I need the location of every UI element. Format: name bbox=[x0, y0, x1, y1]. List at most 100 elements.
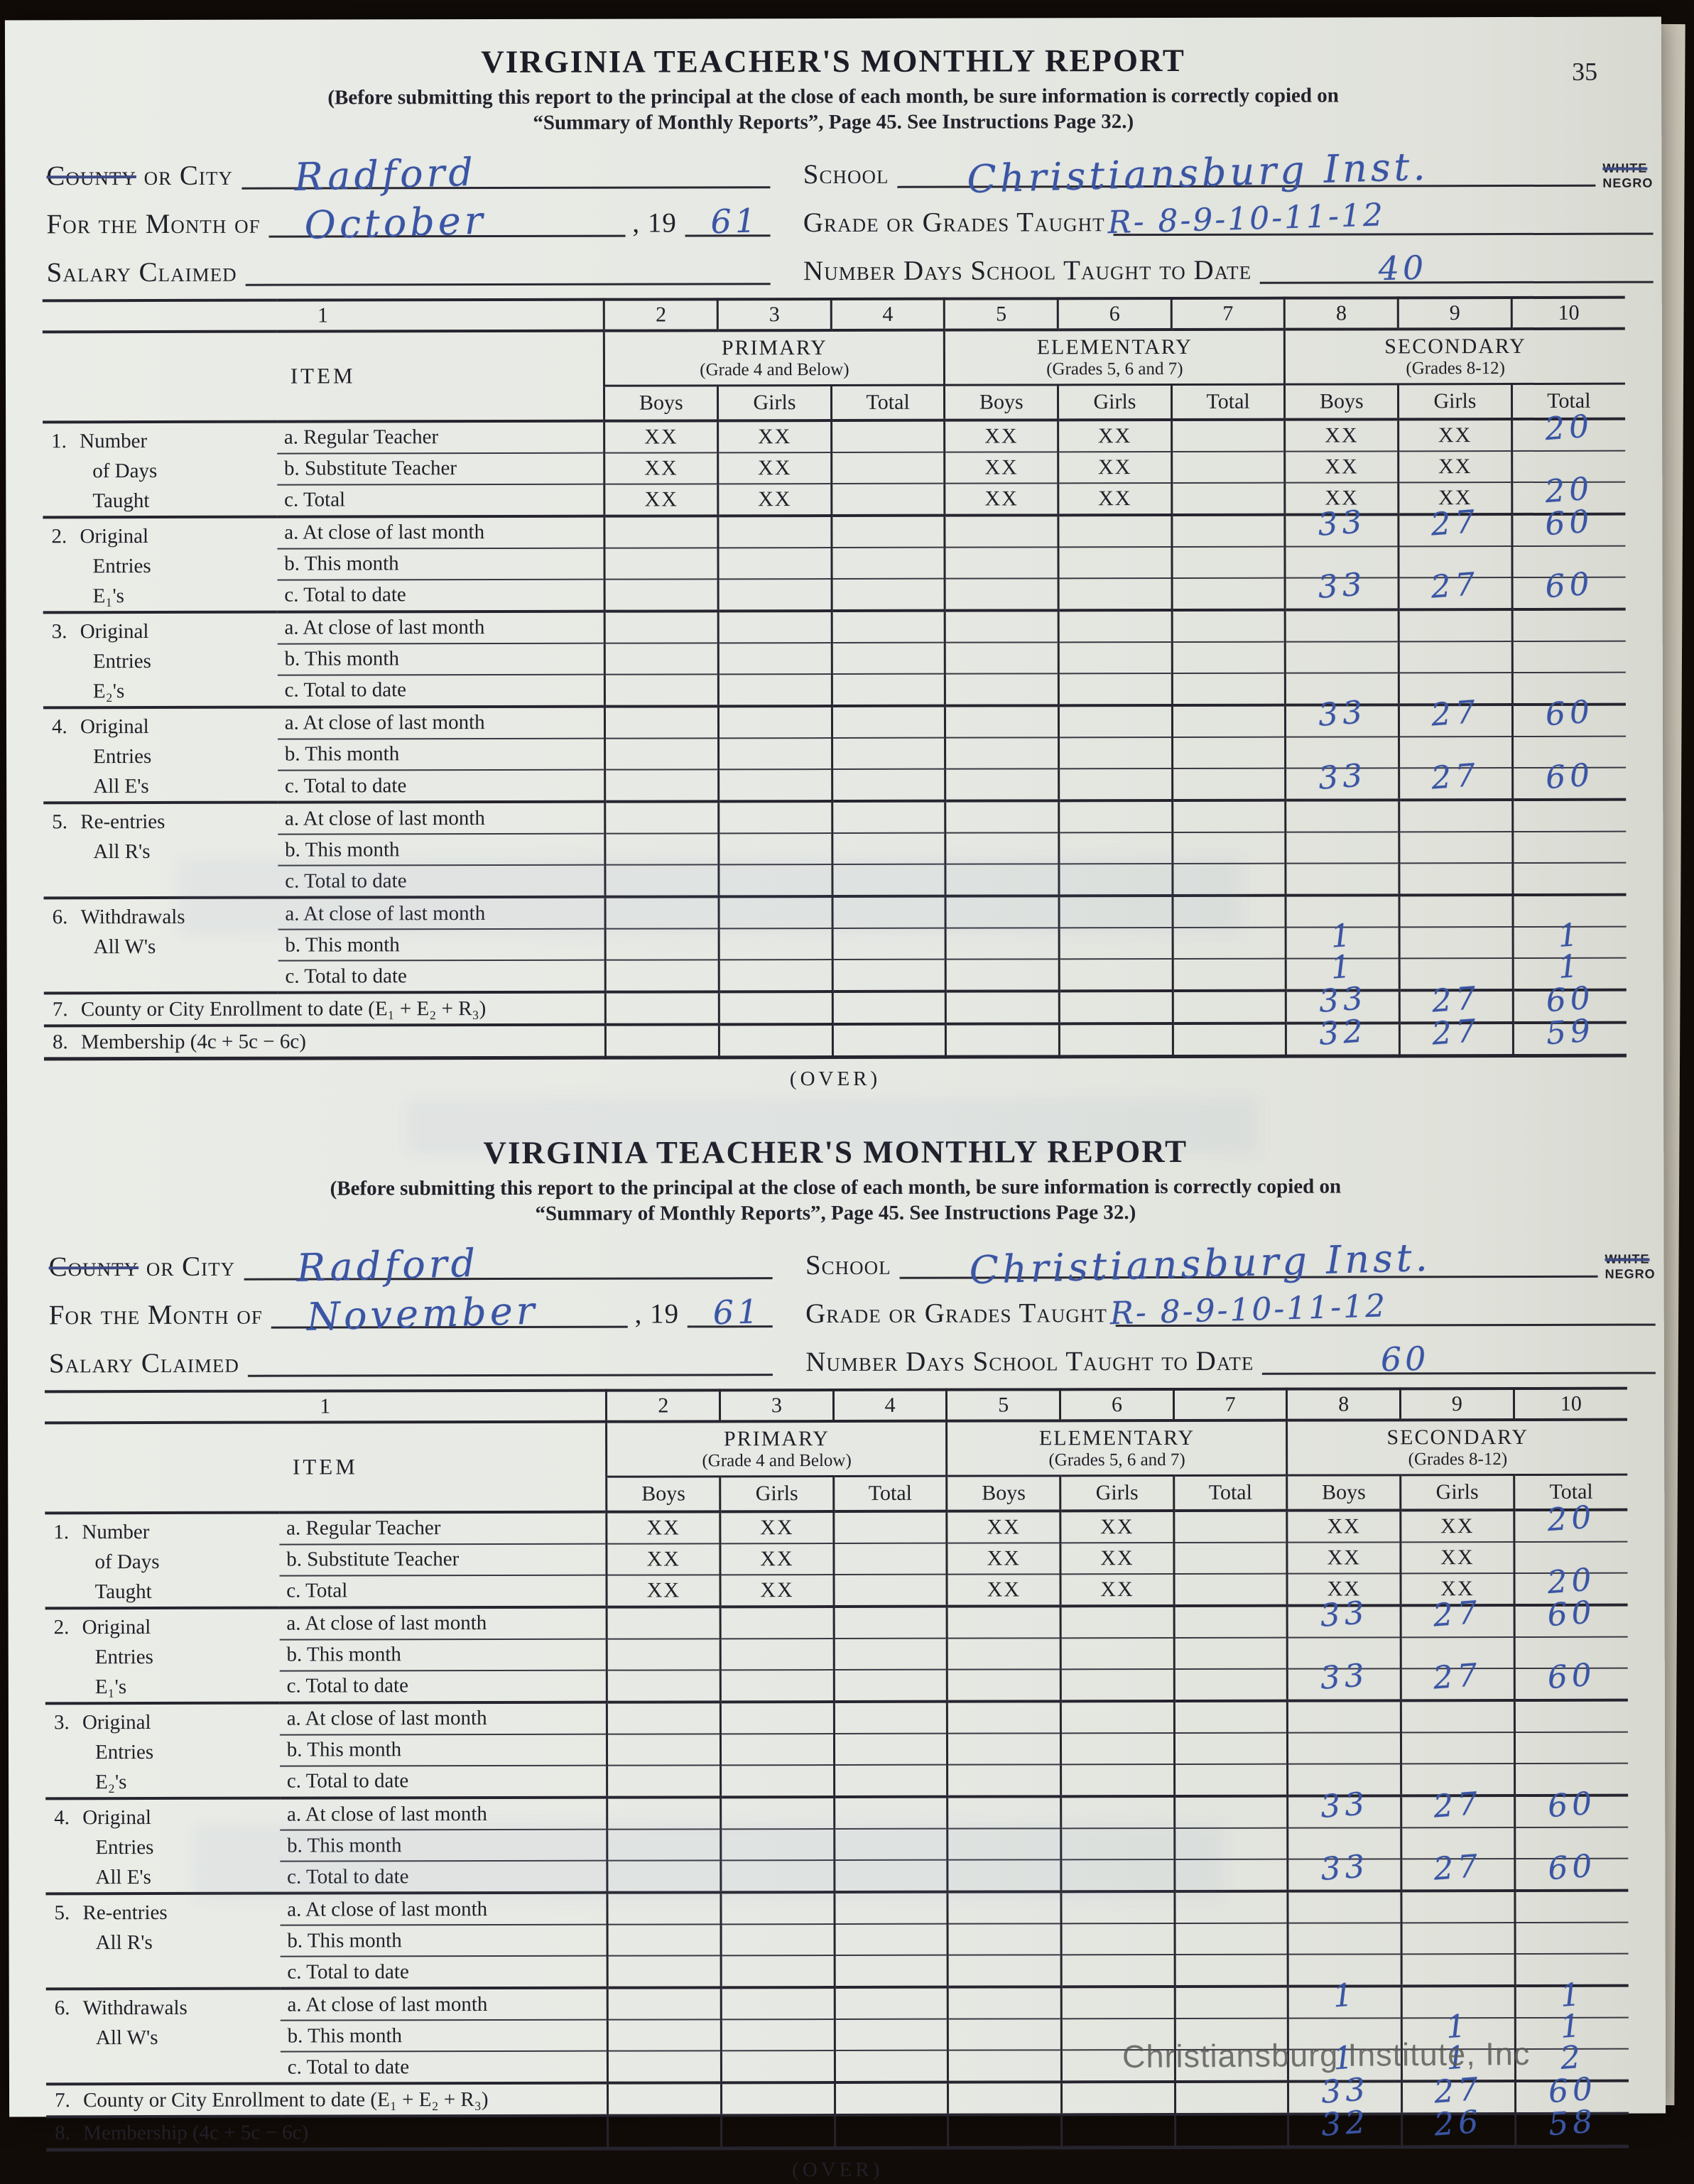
value-cell bbox=[1060, 1828, 1175, 1860]
value-cell bbox=[719, 960, 833, 992]
value-cell bbox=[833, 1574, 948, 1607]
item-subrow-label: c. Total to date bbox=[280, 2050, 608, 2084]
race-white-label: White bbox=[1602, 161, 1648, 175]
value-cell bbox=[1171, 514, 1286, 547]
value-cell bbox=[721, 2050, 835, 2083]
value-cell: XX bbox=[947, 1542, 1061, 1575]
sex-subheader-cell: Boys bbox=[944, 384, 1058, 420]
sex-subheader-cell: Girls bbox=[1398, 384, 1512, 419]
value-cell bbox=[834, 1923, 948, 1956]
sex-subheader-cell: Boys bbox=[1287, 1474, 1401, 1511]
item-subrow-label: c. Total to date bbox=[277, 769, 606, 803]
month-field: For the Month of November , 19 61 bbox=[49, 1285, 773, 1339]
year-prefix: , 19 bbox=[632, 207, 677, 239]
sex-subheader-cell: Girls bbox=[720, 1476, 834, 1511]
column-number-cell: 8 bbox=[1284, 297, 1399, 330]
group-header-row: ITEM PRIMARY (Grade 4 and Below) ELEMENTARY… bbox=[43, 328, 1625, 389]
sex-subheader-cell: Girls bbox=[1400, 1474, 1514, 1510]
value-cell: XX bbox=[1058, 482, 1172, 515]
item-column-header: ITEM bbox=[292, 1454, 358, 1479]
table-row: c. Total to date bbox=[43, 672, 1626, 708]
value-cell bbox=[718, 833, 832, 865]
value-cell bbox=[1061, 2114, 1176, 2148]
item-category-text: E₂'s bbox=[92, 679, 125, 703]
year-handwritten-value: 61 bbox=[712, 1291, 763, 1332]
sex-subheader-cell: Girls bbox=[1058, 384, 1172, 420]
value-cell bbox=[1175, 2114, 1289, 2148]
value-cell: 27 bbox=[1399, 756, 1513, 800]
value-cell bbox=[948, 1891, 1062, 1924]
value-cell bbox=[1401, 1891, 1515, 1923]
value-cell bbox=[947, 1606, 1061, 1639]
item-category-cell: 2. Original Entries E₁'s bbox=[43, 516, 278, 613]
value-cell bbox=[831, 515, 945, 548]
printed-xx-mark: XX bbox=[757, 424, 792, 448]
value-cell bbox=[605, 864, 720, 897]
days-handwritten-value: 40 bbox=[1377, 247, 1428, 288]
group-grades-note: (Grades 8-12) bbox=[1406, 359, 1505, 379]
column-number-cell: 5 bbox=[944, 298, 1058, 330]
value-cell: XX bbox=[604, 452, 718, 484]
table-row: c. Total to date 33 27 60 bbox=[45, 1657, 1628, 1703]
value-cell bbox=[718, 801, 832, 834]
item-subrow-label: a. At close of last month bbox=[277, 801, 606, 835]
column-number-cell: 4 bbox=[833, 1389, 947, 1421]
handwritten-value: 60 bbox=[1546, 1594, 1597, 1634]
value-cell bbox=[1172, 673, 1286, 705]
column-number-cell: 7 bbox=[1171, 298, 1285, 330]
value-cell bbox=[945, 673, 1059, 706]
item-subrow-label: b. This month bbox=[280, 1924, 608, 1957]
value-cell bbox=[1172, 927, 1286, 960]
value-cell bbox=[1512, 799, 1627, 832]
race-designation: White Negro bbox=[1605, 1252, 1656, 1282]
value-cell bbox=[945, 864, 1060, 896]
value-cell bbox=[833, 1638, 948, 1670]
grade-group-header: SECONDARY (Grades 8-12) bbox=[1284, 328, 1625, 384]
value-cell bbox=[1172, 895, 1286, 928]
value-cell bbox=[834, 1764, 948, 1797]
item-subrow-label: b. This month bbox=[278, 833, 606, 866]
item-label-text: County or City Enrollment to date (E₁ + … bbox=[83, 2087, 489, 2112]
value-cell: 33 bbox=[1288, 1786, 1401, 1828]
item-label-text: Membership (4c + 5c − 6c) bbox=[80, 1030, 306, 1053]
item-category-text: All W's bbox=[95, 2026, 158, 2050]
handwritten-value: 33 bbox=[1316, 694, 1368, 734]
item-number: 4. bbox=[54, 1806, 70, 1830]
value-cell bbox=[832, 705, 945, 738]
column-number-cell: 2 bbox=[604, 298, 718, 331]
school-label: School bbox=[805, 1249, 891, 1281]
value-cell bbox=[1058, 514, 1172, 548]
printed-xx-mark: XX bbox=[1100, 1545, 1134, 1570]
value-cell bbox=[833, 1543, 948, 1575]
value-cell bbox=[831, 420, 945, 452]
value-cell: 32 bbox=[1286, 1013, 1400, 1057]
month-underline: October bbox=[268, 197, 626, 247]
handwritten-value: 58 bbox=[1547, 2103, 1598, 2143]
value-cell bbox=[948, 2114, 1062, 2148]
handwritten-value: 27 bbox=[1432, 1594, 1483, 1634]
printed-xx-mark: XX bbox=[1327, 1545, 1361, 1570]
value-cell: 58 bbox=[1515, 2103, 1629, 2147]
item-number: 6. bbox=[52, 906, 68, 929]
item-category-text: Original bbox=[80, 715, 149, 739]
item-subrow-label: b. This month bbox=[279, 1829, 608, 1862]
value-cell bbox=[1174, 1700, 1288, 1733]
year-underline: 61 bbox=[685, 201, 771, 241]
value-cell: XX bbox=[720, 1511, 834, 1543]
value-cell bbox=[834, 1701, 948, 1734]
value-cell bbox=[1058, 832, 1173, 864]
value-cell bbox=[1512, 831, 1627, 864]
item-category-text: Taught bbox=[94, 1580, 152, 1603]
item-category-line: 2. Original bbox=[54, 1612, 277, 1642]
table-row: c. Total to date bbox=[46, 1953, 1629, 1989]
handwritten-value: 27 bbox=[1430, 694, 1482, 734]
item-subrow-label: c. Total to date bbox=[277, 674, 605, 707]
value-cell bbox=[834, 1987, 948, 2020]
handwritten-value: 60 bbox=[1546, 1784, 1597, 1825]
value-cell bbox=[945, 896, 1060, 928]
item-category-line: 6. Withdrawals bbox=[55, 1993, 278, 2023]
value-cell bbox=[718, 673, 832, 707]
value-cell bbox=[1399, 895, 1513, 928]
value-cell: XX bbox=[1398, 450, 1512, 482]
archive-watermark: Christiansburg Institute, Inc bbox=[1122, 2035, 1531, 2075]
